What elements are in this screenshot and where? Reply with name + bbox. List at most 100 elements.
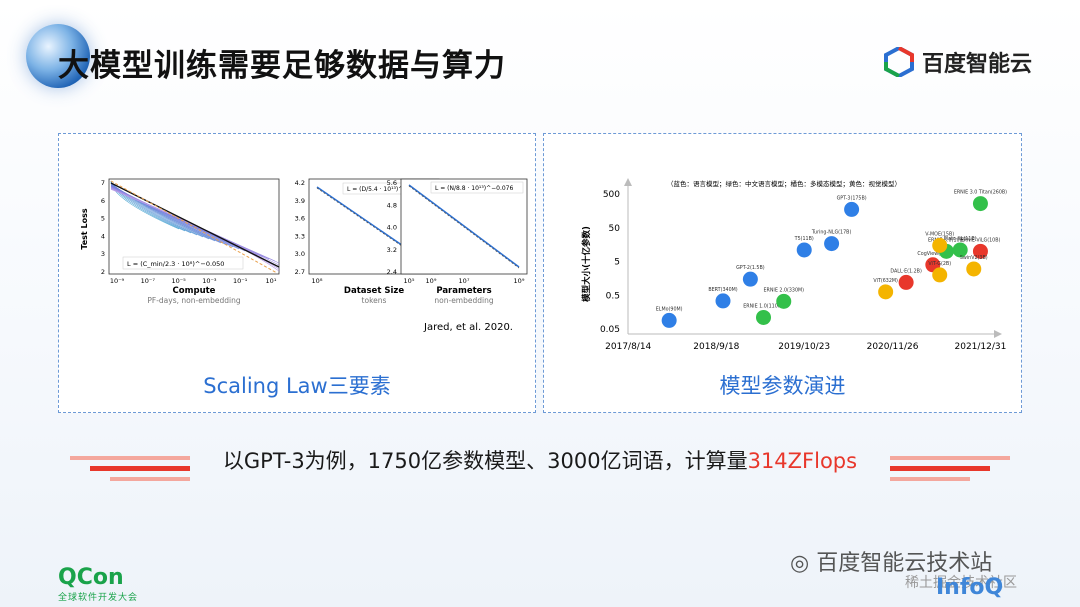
scatter-point — [742, 271, 758, 287]
qcon-subtitle: 全球软件开发大会 — [58, 593, 139, 603]
scatter-point-label: BERT(340M) — [708, 287, 737, 293]
scatter-point — [898, 274, 914, 290]
plot1-xtick: 10⁻¹ — [233, 277, 248, 285]
plot1-ytick: 6 — [101, 197, 105, 205]
scatter-ylabel: 模型大小(十亿参数) — [581, 226, 592, 302]
wechat-watermark: ◎ 百度智能云技术站 — [790, 545, 992, 577]
plot1-xlabel: Compute — [173, 286, 216, 296]
scatter-xtick: 2017/8/14 — [605, 342, 651, 352]
scatter-xtick: 2021/12/31 — [955, 342, 1007, 352]
scatter-point-label: ELMo(90M) — [656, 306, 683, 312]
plot2-ytick: 2.7 — [295, 268, 305, 276]
plot1-ytick: 7 — [101, 179, 105, 187]
plot1-legend: L = (C_min/2.3 · 10⁸)^−0.050 — [127, 260, 224, 268]
scatter-point — [878, 284, 894, 300]
brand-logo: 百度智能云 — [884, 46, 1032, 78]
right-stripes — [890, 456, 1010, 481]
scatter-point — [966, 261, 982, 277]
plot1-ytick: 2 — [101, 268, 105, 276]
plot2-sublabel: tokens — [362, 296, 387, 305]
infoq-logo: InfoQ — [936, 575, 1004, 600]
plot1-xtick: 10¹ — [266, 277, 277, 285]
scatter-point — [756, 309, 772, 325]
brand-name: 百度智能云 — [922, 52, 1033, 77]
plot1-ytick: 3 — [101, 250, 105, 258]
plot2-ytick: 3.3 — [295, 232, 305, 240]
scaling-law-plots: Test Loss L = (C_min/2.3 · 10⁸)^−0.050 7… — [80, 178, 528, 333]
plot3-ytick: 4.8 — [387, 201, 397, 209]
scatter-legend-note: （蓝色：语言模型；绿色：中文语言模型；橘色：多模态模型；黄色：视觉模型） — [667, 179, 901, 188]
scatter-point-label: ViT(632M) — [873, 278, 898, 284]
plot-compute: Test Loss L = (C_min/2.3 · 10⁸)^−0.050 7… — [80, 178, 280, 305]
qcon-logo: QCon 全球软件开发大会 — [58, 565, 138, 603]
plot2-xlabel: Dataset Size — [344, 286, 404, 296]
plot2-legend: L = (D/5.4 · 10¹³)^−0.095 — [347, 186, 426, 193]
scaling-law-caption: Scaling Law三要素 — [203, 374, 391, 398]
scatter-point-label: ERNIE 3.0 Titan(260B) — [954, 190, 1007, 196]
plot1-ylabel: Test Loss — [80, 208, 89, 250]
scatter-point-label: GPT-2(1.5B) — [736, 265, 765, 271]
scatter-point-label: ERNIE 3.0(10B) — [928, 237, 965, 243]
plot3-xtick: 10⁹ — [514, 277, 525, 285]
scatter-point-label: ERNIE 1.0(110M) — [743, 303, 784, 309]
plot3-ytick: 4.0 — [387, 224, 397, 232]
plot3-sublabel: non-embedding — [434, 296, 493, 305]
scatter-point-label: T5(11B) — [794, 236, 814, 242]
plot2-xtick: 10⁹ — [426, 277, 437, 285]
baidu-cloud-icon — [884, 47, 914, 77]
scatter-ytick: 0.05 — [600, 325, 620, 335]
scatter-point — [972, 243, 988, 259]
scatter-ytick: 50 — [609, 224, 621, 234]
juejin-watermark: 稀土掘金技术社区 — [905, 575, 1017, 591]
plot3-ytick: 3.2 — [387, 246, 397, 254]
scatter-ytick: 5 — [614, 258, 620, 268]
scatter-point — [776, 293, 792, 309]
plot1-sublabel: PF-days, non-embedding — [147, 296, 240, 305]
scatter-point-label: Plato-XL(11B) — [944, 236, 977, 242]
summary-text: 以GPT-3为例，1750亿参数模型、3000亿词语，计算量 — [222, 449, 748, 473]
plot1-xtick: 10⁻³ — [202, 277, 217, 285]
scatter-point — [824, 236, 840, 252]
scatter-point — [932, 237, 948, 253]
scatter-xtick: 2019/10/23 — [778, 342, 830, 352]
plot2-ytick: 4.2 — [295, 179, 305, 187]
wechat-icon: ◎ — [790, 551, 817, 576]
scatter-point-label: ERNIE 2.0(330M) — [763, 287, 804, 293]
scatter-xtick: 2020/11/26 — [867, 342, 919, 352]
plot1-xtick: 10⁻⁷ — [141, 277, 156, 285]
scatter-point-label: ViT-G(2B) — [928, 261, 951, 267]
scatter-point — [844, 201, 860, 217]
plot3-xtick: 10⁵ — [404, 277, 415, 285]
scatter-ytick: 0.5 — [606, 291, 620, 301]
model-evolution-caption: 模型参数演进 — [719, 374, 846, 398]
left-stripes — [70, 456, 190, 481]
scatter-point-label: Turing-NLG(17B) — [811, 230, 852, 236]
plot1-xtick: 10⁻⁵ — [171, 277, 186, 285]
scatter-point — [661, 312, 677, 328]
scatter-point-label: GPT-3(175B) — [837, 195, 867, 201]
summary-line: 以GPT-3为例，1750亿参数模型、3000亿词语，计算量314ZFlops — [0, 445, 1080, 475]
scatter-point — [952, 242, 968, 258]
summary-highlight: 314ZFlops — [747, 449, 858, 473]
plot3-ytick: 2.4 — [387, 268, 397, 276]
scatter-point-label: ERNIE-ViLG(10B) — [960, 237, 1000, 243]
plot1-xtick: 10⁻⁹ — [110, 277, 125, 285]
qcon-name: QCon — [58, 565, 124, 590]
plot3-legend: L = (N/8.8 · 10¹³)^−0.076 — [435, 185, 513, 192]
plot3-xlabel: Parameters — [436, 286, 491, 296]
scatter-point — [796, 242, 812, 258]
plot2-ytick: 3.0 — [295, 250, 305, 258]
page-title: 大模型训练需要足够数据与算力 — [58, 48, 506, 84]
plot1-ytick: 4 — [101, 232, 105, 240]
scatter-point — [972, 196, 988, 212]
plot2-ytick: 3.6 — [295, 215, 305, 223]
citation: Jared, et al. 2020. — [423, 322, 513, 333]
scatter-point-label: DALL·E(1.2B) — [890, 268, 922, 274]
model-size-scatter: （蓝色：语言模型；绿色：中文语言模型；橘色：多模态模型；黄色：视觉模型） 模型大… — [581, 178, 1007, 352]
scatter-point-label: V-MOE(15B) — [925, 231, 954, 237]
plot1-ytick: 5 — [101, 215, 105, 223]
scatter-point-label: SwinV2(3B) — [960, 255, 988, 261]
plot3-ytick: 5.6 — [387, 179, 397, 187]
plot3-xtick: 10⁷ — [459, 277, 470, 285]
plot2-ytick: 3.9 — [295, 197, 305, 205]
